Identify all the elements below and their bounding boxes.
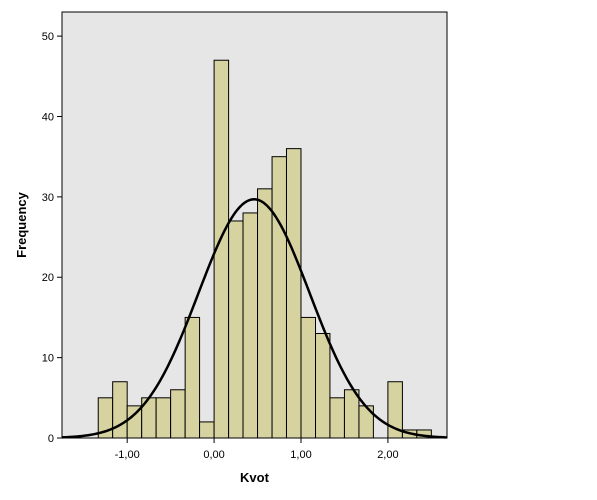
y-axis-title: Frequency	[14, 191, 29, 258]
histogram-bar	[257, 188, 273, 439]
y-tick-label: 0	[48, 433, 54, 445]
histogram-bar	[170, 389, 186, 439]
histogram-bar	[184, 316, 201, 439]
histogram-bar	[315, 333, 331, 439]
x-tick-label: -1,00	[115, 449, 140, 461]
y-axis: 0 10 20 30 40 50	[42, 31, 62, 445]
histogram-bar	[242, 212, 259, 439]
histogram-bar	[329, 397, 345, 439]
y-tick-label: 10	[42, 353, 54, 365]
x-tick-label: 2,00	[377, 449, 398, 461]
plot-frame	[61, 11, 448, 439]
histogram-bar	[228, 220, 244, 439]
histogram-bar	[285, 148, 302, 439]
x-tick-label: 1,00	[290, 449, 311, 461]
y-tick-label: 20	[42, 272, 54, 284]
histogram-bar	[155, 397, 172, 439]
x-axis: -1,00 0,00 1,00 2,00	[115, 438, 399, 461]
normal-curve	[61, 198, 448, 439]
histogram-bar	[300, 316, 317, 439]
y-tick-label: 50	[42, 31, 54, 43]
x-tick-label: 0,00	[203, 449, 224, 461]
x-axis-title: Kvot	[240, 470, 270, 485]
y-tick-label: 40	[42, 111, 54, 123]
histogram-bar	[343, 389, 360, 439]
histogram-bar	[271, 156, 287, 439]
histogram-bar	[112, 381, 128, 439]
histogram-bar	[199, 421, 215, 439]
y-tick-label: 30	[42, 192, 54, 204]
